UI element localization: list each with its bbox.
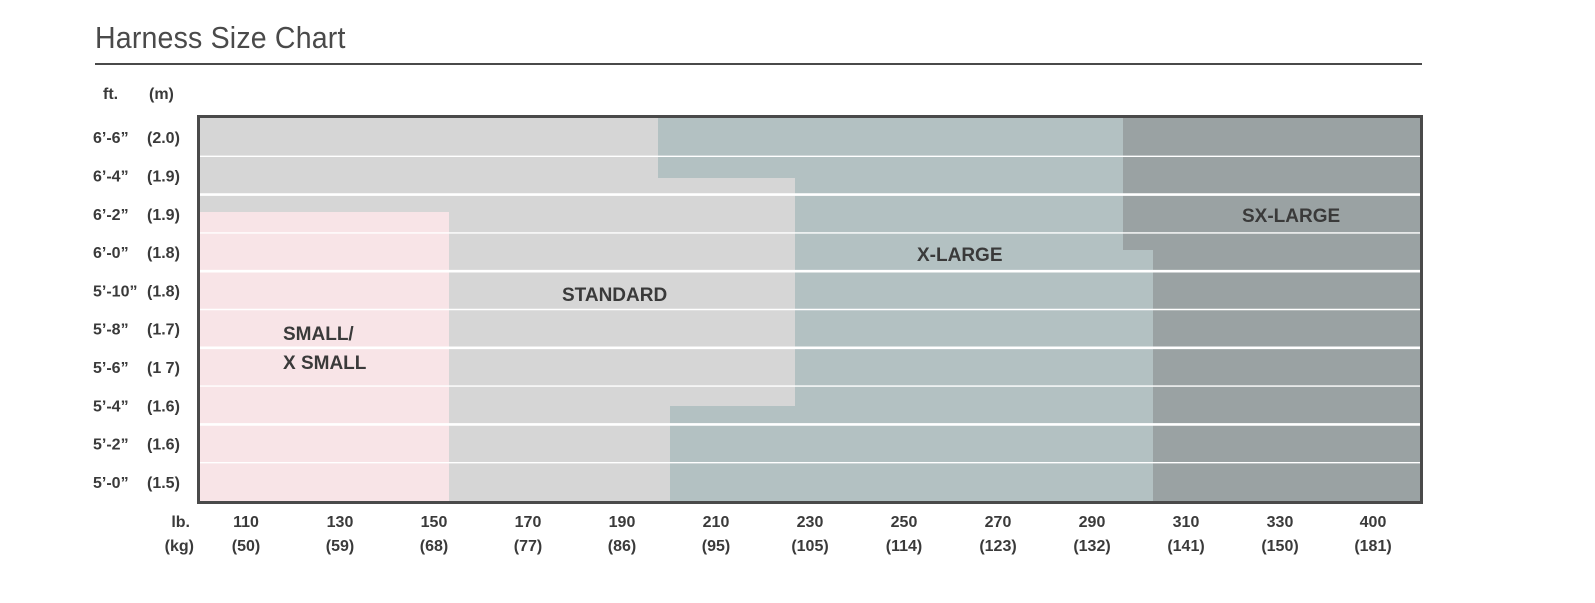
height-m-label: (1 7) (147, 360, 180, 377)
weight-lb-label: 310 (1173, 514, 1200, 531)
size-region-small (200, 212, 449, 501)
weight-kg-label: (95) (702, 538, 730, 555)
weight-kg-label: (181) (1354, 538, 1391, 555)
weight-lb-label: 250 (891, 514, 918, 531)
size-label-small-x-small: SMALL/ (283, 324, 354, 345)
weight-kg-label: (59) (326, 538, 354, 555)
height-m-label: (1.6) (147, 398, 180, 415)
weight-kg-unit-label: (kg) (165, 538, 194, 555)
height-ft-label: 5’-8” (93, 322, 129, 339)
weight-kg-label: (77) (514, 538, 542, 555)
size-label-standard: STANDARD (562, 285, 667, 306)
weight-kg-label: (50) (232, 538, 260, 555)
size-label-sx-large: SX-LARGE (1242, 206, 1340, 227)
height-ft-label: 6’-0” (93, 245, 129, 262)
weight-lb-label: 210 (703, 514, 730, 531)
height-ft-label: 6’-6” (93, 130, 129, 147)
weight-kg-label: (114) (886, 538, 922, 555)
weight-kg-label: (68) (420, 538, 448, 555)
weight-lb-label: 400 (1360, 514, 1387, 531)
height-ft-label: 6’-2” (93, 207, 129, 224)
weight-kg-label: (141) (1167, 538, 1204, 555)
height-m-label: (1.9) (147, 207, 180, 224)
size-label-small-x-small: X SMALL (283, 353, 367, 374)
height-m-label: (1.7) (147, 322, 180, 339)
height-m-label: (2.0) (147, 130, 180, 147)
title-divider (95, 63, 1422, 65)
weight-lb-label: 190 (609, 514, 636, 531)
height-ft-label: 5’-0” (93, 475, 129, 492)
weight-lb-label: 270 (985, 514, 1012, 531)
weight-lb-label: 330 (1267, 514, 1294, 531)
height-m-label: (1.5) (147, 475, 180, 492)
chart-frame (197, 115, 1423, 504)
height-ft-header: ft. (103, 86, 119, 103)
height-ft-label: 5’-10” (93, 283, 137, 300)
height-ft-label: 5’-2” (93, 437, 129, 454)
weight-lb-unit-label: lb. (171, 514, 190, 531)
weight-lb-label: 130 (327, 514, 354, 531)
height-m-header: (m) (149, 86, 174, 103)
height-m-label: (1.8) (147, 283, 180, 300)
weight-lb-label: 170 (515, 514, 542, 531)
weight-kg-label: (105) (791, 538, 828, 555)
weight-kg-label: (150) (1261, 538, 1298, 555)
weight-kg-label: (132) (1073, 538, 1110, 555)
weight-lb-label: 150 (421, 514, 448, 531)
weight-kg-label: (86) (608, 538, 636, 555)
height-ft-label: 5’-4” (93, 398, 129, 415)
height-ft-label: 6’-4” (93, 168, 129, 185)
height-ft-label: 5’-6” (93, 360, 129, 377)
weight-lb-label: 230 (797, 514, 824, 531)
height-m-label: (1.8) (147, 245, 180, 262)
chart-title: Harness Size Chart (95, 20, 346, 55)
height-m-label: (1.9) (147, 168, 180, 185)
weight-lb-label: 290 (1079, 514, 1106, 531)
height-m-label: (1.6) (147, 437, 180, 454)
weight-kg-label: (123) (979, 538, 1016, 555)
size-label-x-large: X-LARGE (917, 245, 1003, 266)
weight-lb-label: 110 (233, 514, 259, 531)
